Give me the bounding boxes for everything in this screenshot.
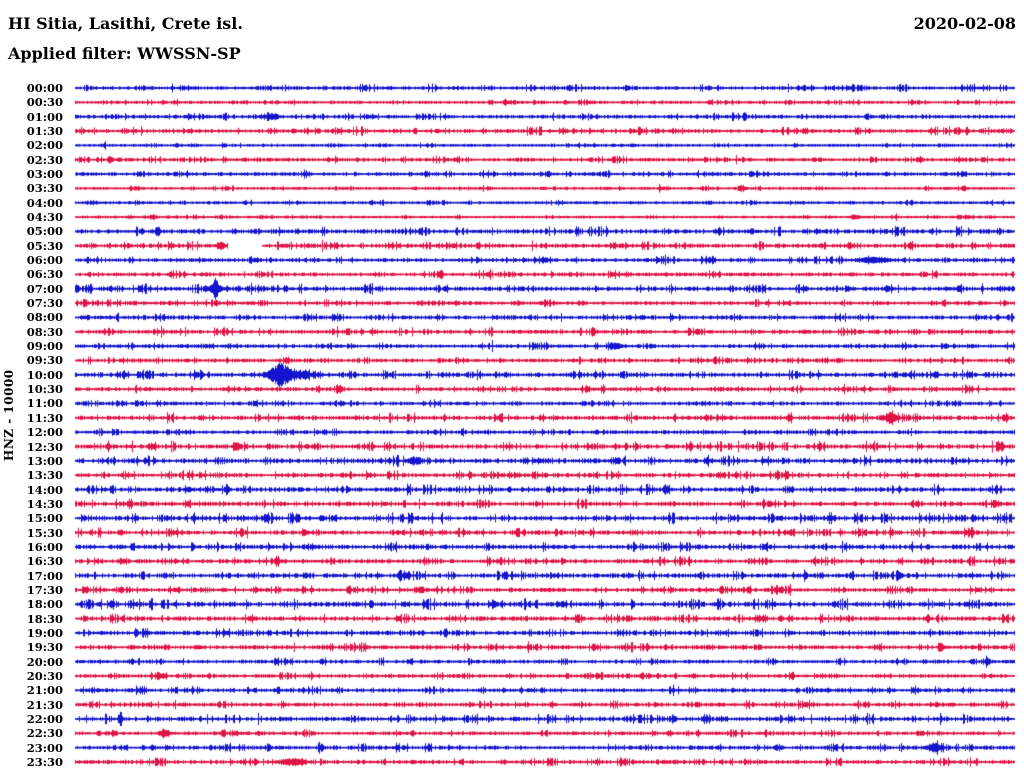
time-label: 05:00 (26, 224, 63, 239)
time-label: 18:30 (26, 611, 63, 626)
time-label: 02:00 (26, 138, 63, 153)
time-label: 01:00 (26, 109, 63, 124)
time-label: 00:30 (26, 95, 63, 110)
station-title: HI Sitia, Lasithi, Crete isl. (8, 14, 243, 33)
time-label: 14:00 (26, 482, 63, 497)
time-label: 08:30 (26, 324, 63, 339)
time-label: 06:00 (26, 253, 63, 268)
time-label: 04:30 (26, 210, 63, 225)
time-label: 20:30 (26, 668, 63, 683)
time-label: 12:30 (26, 439, 63, 454)
time-label: 11:00 (26, 396, 63, 411)
time-label: 19:00 (26, 625, 63, 640)
time-label: 11:30 (26, 410, 63, 425)
time-label: 17:30 (26, 582, 63, 597)
time-label: 10:30 (26, 382, 63, 397)
time-label: 16:00 (26, 539, 63, 554)
time-label: 17:00 (26, 568, 63, 583)
time-label: 01:30 (26, 124, 63, 139)
time-label: 04:00 (26, 195, 63, 210)
time-label: 14:30 (26, 496, 63, 511)
time-label: 18:00 (26, 597, 63, 612)
time-label: 23:30 (26, 754, 63, 769)
time-label: 03:00 (26, 167, 63, 182)
time-label: 09:30 (26, 353, 63, 368)
time-label: 00:00 (26, 81, 63, 95)
time-label: 03:30 (26, 181, 63, 196)
time-label: 21:00 (26, 683, 63, 698)
time-label: 10:00 (26, 367, 63, 382)
time-label: 13:00 (26, 453, 63, 468)
time-label: 07:00 (26, 281, 63, 296)
time-label: 22:30 (26, 726, 63, 741)
time-label: 19:30 (26, 640, 63, 655)
time-label: 07:30 (26, 296, 63, 311)
time-label: 21:30 (26, 697, 63, 712)
time-label: 08:00 (26, 310, 63, 325)
time-label: 15:00 (26, 511, 63, 526)
time-label: 16:30 (26, 554, 63, 569)
applied-filter: Applied filter: WWSSN-SP (8, 44, 241, 63)
time-label: 05:30 (26, 238, 63, 253)
record-date: 2020-02-08 (913, 14, 1016, 33)
time-label: 12:00 (26, 425, 63, 440)
time-label: 20:00 (26, 654, 63, 669)
time-label: 09:00 (26, 339, 63, 354)
time-label: 13:30 (26, 468, 63, 483)
time-label: 22:00 (26, 711, 63, 726)
time-label: 02:30 (26, 152, 63, 167)
time-label: 06:30 (26, 267, 63, 282)
time-label: 23:00 (26, 740, 63, 755)
time-label: 15:30 (26, 525, 63, 540)
